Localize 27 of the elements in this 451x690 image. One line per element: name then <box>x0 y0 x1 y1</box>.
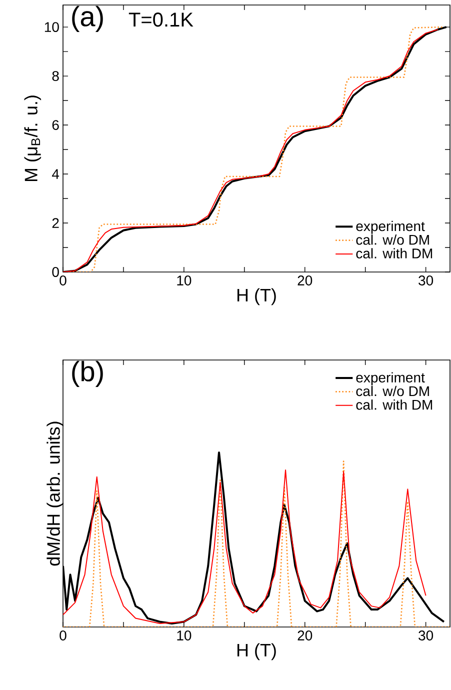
legend-label: cal. w/o DM <box>356 386 429 396</box>
y-axis-title: dM/dH (arb. units) <box>46 422 64 566</box>
x-tick-label: 20 <box>298 630 312 640</box>
x-tick-label: 10 <box>177 276 192 286</box>
x-tick-label: 0 <box>60 630 66 640</box>
x-axis-title: H (T) <box>237 643 276 660</box>
annotation: T=0.1K <box>128 12 194 27</box>
legend-label: cal. with DM <box>356 248 432 258</box>
x-tick-label: 10 <box>177 630 192 640</box>
annotation: (a) <box>72 6 103 32</box>
y-tick-label: 6 <box>52 120 59 130</box>
legend-label: cal. w/o DM <box>356 234 429 245</box>
y-tick-label: 4 <box>52 169 60 179</box>
x-tick-label: 20 <box>298 276 312 286</box>
legend-label: cal. with DM <box>356 400 432 410</box>
x-axis-title: H (T) <box>237 288 276 306</box>
y-tick-label: 10 <box>44 22 59 32</box>
text: (b) <box>72 360 103 387</box>
legend-label: experiment <box>356 220 425 234</box>
y-tick-label: 0 <box>52 267 59 277</box>
y-axis-title: M (μ$_{B}$/f. u.) <box>24 96 42 181</box>
y-tick-label: 8 <box>52 71 59 81</box>
x-tick-label: 0 <box>60 276 66 286</box>
y-tick-label: 2 <box>52 218 59 228</box>
x-tick-label: 30 <box>418 630 434 640</box>
legend-label: experiment <box>356 372 425 386</box>
x-tick-label: 30 <box>418 276 434 286</box>
